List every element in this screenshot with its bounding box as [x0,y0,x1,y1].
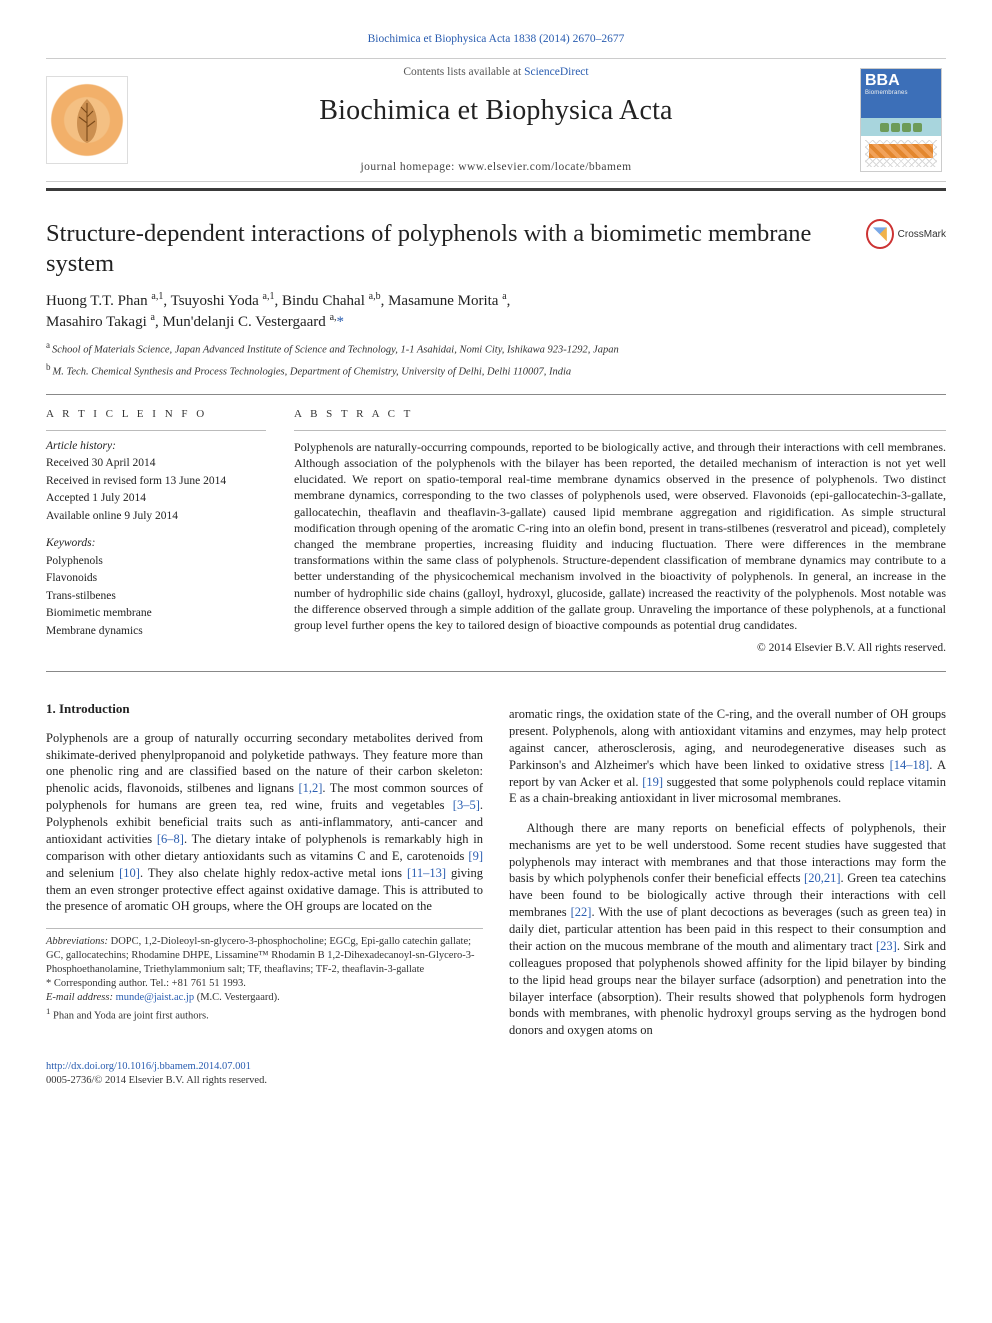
cover-mid [861,118,941,136]
ref-link[interactable]: [14–18] [890,758,930,772]
ref-link[interactable]: [20,21] [804,871,840,885]
paper-title: Structure-dependent interactions of poly… [46,219,856,278]
authors-line-2: Masahiro Takagi a, Mun'delanji C. Vester… [46,314,344,330]
history-revised: Received in revised form 13 June 2014 [46,474,266,490]
journal-name: Biochimica et Biophysica Acta [148,92,844,130]
corr-author-mark[interactable]: * [337,314,345,330]
contents-line: Contents lists available at ScienceDirec… [148,65,844,81]
rule-above-meta [46,394,946,395]
note1-text: Phan and Yoda are joint first authors. [53,1010,209,1021]
affiliation-a-text: School of Materials Science, Japan Advan… [52,344,619,355]
abstract-head: A B S T R A C T [294,407,946,422]
corr-pre: Corresponding author. Tel.: [54,978,172,989]
copyright: © 2014 Elsevier B.V. All rights reserved… [294,641,946,657]
history-accepted: Accepted 1 July 2014 [46,491,266,507]
text-run: aromatic rings, the oxidation state of t… [509,707,946,772]
cover-top: BBA Biomembranes [861,69,941,118]
ref-link[interactable]: [10] [119,866,140,880]
issn-line: 0005-2736/© 2014 Elsevier B.V. All right… [46,1075,267,1086]
keyword: Polyphenols [46,554,266,570]
top-citation: Biochimica et Biophysica Acta 1838 (2014… [46,32,946,48]
masthead: Contents lists available at ScienceDirec… [46,65,946,176]
rule-below-abstract [46,671,946,672]
right-column: aromatic rings, the oxidation state of t… [509,694,946,1052]
journal-cover-thumb: BBA Biomembranes [860,68,942,172]
left-column: 1. Introduction Polyphenols are a group … [46,694,483,1052]
rule-info [46,430,266,431]
ref-link[interactable]: [23] [876,939,897,953]
affiliation-b: bM. Tech. Chemical Synthesis and Process… [46,361,946,380]
cover-brand: BBA [865,73,900,90]
keyword: Trans-stilbenes [46,589,266,605]
ref-link[interactable]: [3–5] [453,798,480,812]
page-footer: http://dx.doi.org/10.1016/j.bbamem.2014.… [46,1060,946,1088]
corr-tel: +81 761 51 1993. [172,978,246,989]
article-info-head: A R T I C L E I N F O [46,407,266,422]
crossmark-badge[interactable]: CrossMark [866,219,946,249]
email-pre: E-mail address: [46,992,116,1003]
elsevier-logo [46,76,128,164]
abstract-block: A B S T R A C T Polyphenols are naturall… [294,407,946,657]
journal-homepage: journal homepage: www.elsevier.com/locat… [148,160,844,176]
ref-link[interactable]: [11–13] [407,866,446,880]
article-info: A R T I C L E I N F O Article history: R… [46,407,266,657]
meta-grid: A R T I C L E I N F O Article history: R… [46,407,946,657]
text-run: . Sirk and colleagues proposed that poly… [509,939,946,1037]
cover-brand-sub: Biomembranes [865,90,908,96]
affiliation-b-text: M. Tech. Chemical Synthesis and Process … [53,367,572,378]
cover-bottom [861,136,941,171]
footnotes: Abbreviations: DOPC, 1,2-Dioleoyl-sn-gly… [46,928,483,1024]
corr-block: * Corresponding author. Tel.: +81 761 51… [46,977,483,991]
ref-link[interactable]: [9] [468,849,483,863]
body-columns: 1. Introduction Polyphenols are a group … [46,694,946,1052]
crossmark-icon [866,219,894,249]
abbr-block: Abbreviations: DOPC, 1,2-Dioleoyl-sn-gly… [46,935,483,978]
top-citation-link[interactable]: Biochimica et Biophysica Acta 1838 (2014… [368,33,625,45]
keywords-head: Keywords: [46,536,266,552]
email-link[interactable]: munde@jaist.ac.jp [116,992,194,1003]
history-received: Received 30 April 2014 [46,456,266,472]
homepage-pre: journal homepage: [360,161,458,173]
abbr-text: DOPC, 1,2-Dioleoyl-sn-glycero-3-phosphoc… [46,936,474,975]
title-row: Structure-dependent interactions of poly… [46,219,946,290]
email-block: E-mail address: munde@jaist.ac.jp (M.C. … [46,991,483,1005]
paper-page: Biochimica et Biophysica Acta 1838 (2014… [0,0,992,1323]
rule-top [46,58,946,59]
contents-pre: Contents lists available at [403,66,524,78]
body-paragraph: aromatic rings, the oxidation state of t… [509,706,946,807]
body-paragraph: Although there are many reports on benef… [509,820,946,1039]
section-1-head: 1. Introduction [46,700,483,718]
black-bar [46,188,946,191]
crossmark-label: CrossMark [898,228,946,242]
rule-abstract [294,430,946,431]
sciencedirect-link[interactable]: ScienceDirect [524,66,589,78]
text-run: and selenium [46,866,119,880]
keyword: Biomimetic membrane [46,606,266,622]
email-suffix: (M.C. Vestergaard). [194,992,280,1003]
ref-link[interactable]: [6–8] [157,832,184,846]
abstract-text: Polyphenols are naturally-occurring comp… [294,439,946,633]
authors-line-1: Huong T.T. Phan a,1, Tsuyoshi Yoda a,1, … [46,293,510,309]
affiliation-a: aSchool of Materials Science, Japan Adva… [46,339,946,358]
rule-below-contents [46,181,946,182]
text-run: . They also chelate highly redox-active … [140,866,407,880]
history-head: Article history: [46,439,266,455]
keyword: Flavonoids [46,571,266,587]
body-paragraph: Polyphenols are a group of naturally occ… [46,730,483,916]
history-online: Available online 9 July 2014 [46,509,266,525]
ref-link[interactable]: [1,2] [298,781,322,795]
keyword: Membrane dynamics [46,624,266,640]
authors: Huong T.T. Phan a,1, Tsuyoshi Yoda a,1, … [46,290,946,333]
abbr-head: Abbreviations: [46,936,108,947]
joint-first-note: 1 Phan and Yoda are joint first authors. [46,1006,483,1024]
masthead-center: Contents lists available at ScienceDirec… [148,65,844,176]
ref-link[interactable]: [22] [571,905,592,919]
ref-link[interactable]: [19] [642,775,663,789]
elsevier-tree-icon [67,95,107,145]
homepage-link[interactable]: www.elsevier.com/locate/bbamem [458,161,631,173]
doi-link[interactable]: http://dx.doi.org/10.1016/j.bbamem.2014.… [46,1061,251,1072]
